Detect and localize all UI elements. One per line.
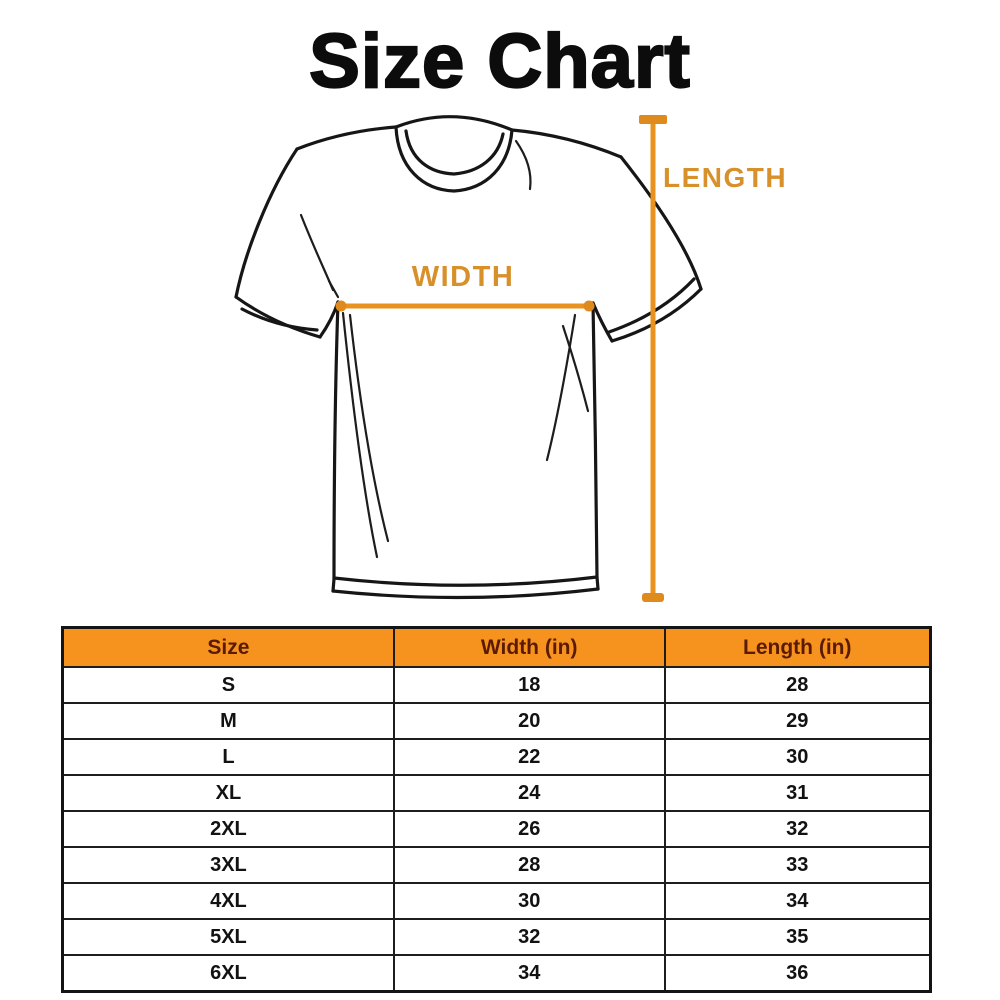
- cell-size: 5XL: [61, 918, 395, 956]
- table-row: 5XL 32 35: [61, 918, 932, 956]
- cell-width: 24: [392, 774, 666, 812]
- table-row: 6XL 34 36: [61, 954, 932, 993]
- cell-size: 6XL: [61, 954, 395, 993]
- width-line-right-cap: [583, 300, 595, 312]
- header-width: Width (in): [392, 626, 666, 668]
- cell-width: 18: [392, 666, 666, 704]
- page-title: Size Chart: [308, 19, 691, 104]
- cell-width: 22: [392, 738, 666, 776]
- table-row: S 18 28: [61, 666, 932, 704]
- cell-width: 34: [392, 954, 666, 993]
- header-size: Size: [61, 626, 395, 668]
- header-length: Length (in): [663, 626, 932, 668]
- cell-size: XL: [61, 774, 395, 812]
- cell-length: 33: [663, 846, 932, 884]
- table-row: 3XL 28 33: [61, 846, 932, 884]
- length-measure-line: [639, 115, 667, 602]
- cell-size: M: [61, 702, 395, 740]
- tshirt-outline-drawing: [234, 115, 703, 600]
- cell-width: 28: [392, 846, 666, 884]
- cell-length: 36: [663, 954, 932, 993]
- cell-width: 30: [392, 882, 666, 920]
- length-line-bottom-cap: [642, 593, 664, 602]
- width-label: WIDTH: [412, 261, 515, 293]
- cell-size: 4XL: [61, 882, 395, 920]
- cell-length: 31: [663, 774, 932, 812]
- table-row: XL 24 31: [61, 774, 932, 812]
- cell-width: 20: [392, 702, 666, 740]
- cell-length: 32: [663, 810, 932, 848]
- table-row: L 22 30: [61, 738, 932, 776]
- cell-size: L: [61, 738, 395, 776]
- width-line-left-cap: [335, 300, 347, 312]
- cell-size: S: [61, 666, 395, 704]
- width-measure-line: [335, 300, 595, 312]
- table-row: M 20 29: [61, 702, 932, 740]
- tshirt-measurement-diagram: WIDTH LENGTH: [234, 115, 787, 602]
- cell-width: 32: [392, 918, 666, 956]
- size-table-header-row: Size Width (in) Length (in): [61, 626, 932, 668]
- cell-length: 30: [663, 738, 932, 776]
- cell-width: 26: [392, 810, 666, 848]
- length-line-top-cap: [639, 115, 667, 124]
- cell-length: 35: [663, 918, 932, 956]
- cell-length: 29: [663, 702, 932, 740]
- table-row: 4XL 30 34: [61, 882, 932, 920]
- size-table: Size Width (in) Length (in) S 18 28 M 20…: [61, 626, 932, 993]
- cell-size: 3XL: [61, 846, 395, 884]
- cell-size: 2XL: [61, 810, 395, 848]
- table-row: 2XL 26 32: [61, 810, 932, 848]
- cell-length: 28: [663, 666, 932, 704]
- length-label: LENGTH: [663, 162, 787, 193]
- cell-length: 34: [663, 882, 932, 920]
